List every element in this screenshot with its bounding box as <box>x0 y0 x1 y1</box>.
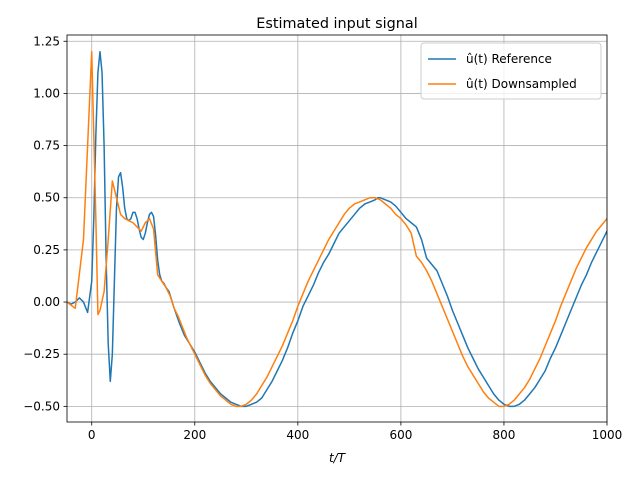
x-tick-label: 600 <box>389 428 412 442</box>
x-axis-label: t/T <box>329 451 347 465</box>
x-tick-label: 800 <box>492 428 515 442</box>
y-tick-label: 0.25 <box>33 243 60 257</box>
y-tick-label: −0.50 <box>23 399 60 413</box>
x-axis-ticks: 0 200 400 600 800 1000 <box>88 422 622 442</box>
y-tick-label: 1.00 <box>33 86 60 100</box>
series-group <box>67 50 607 408</box>
y-axis-ticks: −0.50 −0.25 0.00 0.25 0.50 0.75 1.00 1.25 <box>23 34 67 413</box>
y-tick-label: −0.25 <box>23 347 60 361</box>
y-tick-label: 0.50 <box>33 191 60 205</box>
series-line-reference <box>67 50 607 408</box>
legend: û(t) Reference û(t) Downsampled <box>420 42 602 100</box>
x-tick-label: 1000 <box>592 428 623 442</box>
x-tick-label: 400 <box>286 428 309 442</box>
x-tick-label: 0 <box>88 428 96 442</box>
x-tick-label: 200 <box>183 428 206 442</box>
y-tick-label: 0.00 <box>33 295 60 309</box>
legend-label-downsampled: û(t) Downsampled <box>466 77 577 91</box>
y-tick-label: 1.25 <box>33 34 60 48</box>
legend-box <box>420 42 602 100</box>
y-tick-label: 0.75 <box>33 139 60 153</box>
chart-title: Estimated input signal <box>256 16 417 32</box>
series-line-downsampled <box>67 50 607 408</box>
plot-frame <box>66 34 608 423</box>
grid <box>67 35 608 422</box>
legend-label-reference: û(t) Reference <box>466 52 552 66</box>
